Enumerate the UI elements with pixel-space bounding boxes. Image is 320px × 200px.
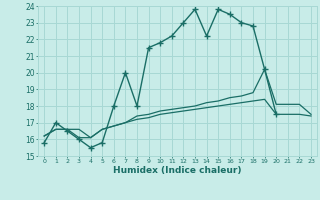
X-axis label: Humidex (Indice chaleur): Humidex (Indice chaleur) xyxy=(113,166,242,175)
